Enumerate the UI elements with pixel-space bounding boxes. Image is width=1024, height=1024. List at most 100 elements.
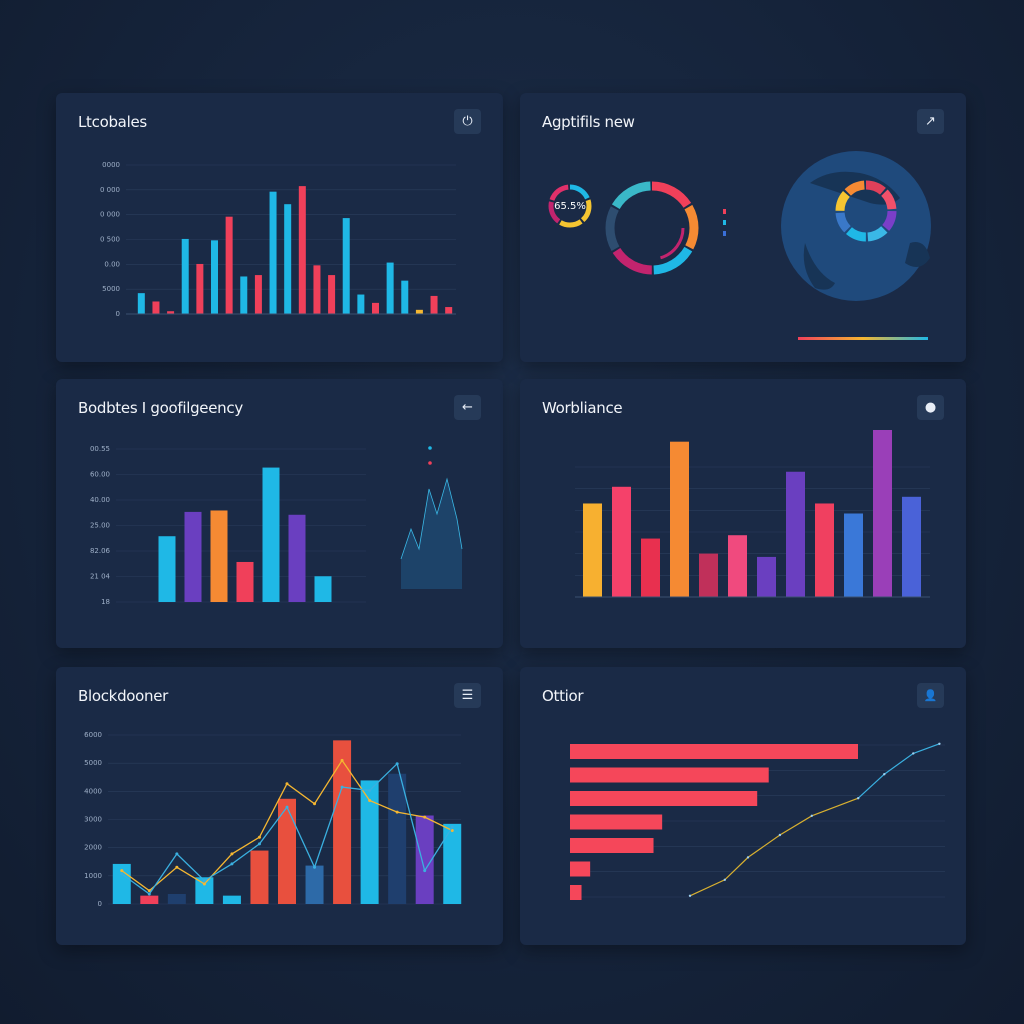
- line-point: [450, 825, 454, 829]
- bar: [873, 430, 892, 597]
- bar: [298, 186, 306, 314]
- panel-other: Ottior 👤: [520, 667, 966, 945]
- bar: [278, 798, 296, 904]
- bar: [415, 309, 423, 314]
- legend-swatch: [723, 209, 726, 214]
- line-point: [688, 894, 692, 897]
- bar: [445, 307, 453, 314]
- hbar: [570, 838, 654, 853]
- hbar: [570, 814, 663, 830]
- bar-chart: 18 21 04 82.06 25.00 40.00 60.00 00.55: [90, 445, 463, 606]
- bar: [388, 773, 407, 904]
- line-point: [395, 762, 399, 766]
- small-donut-segment: [548, 184, 592, 228]
- bar: [137, 293, 145, 314]
- arrow-icon[interactable]: ↗: [917, 109, 944, 134]
- y-tick-label: 5000: [102, 285, 120, 293]
- bar: [699, 553, 718, 597]
- y-tick-label: 0: [116, 310, 120, 318]
- power-icon[interactable]: ⏻: [454, 109, 481, 134]
- bar-chart: [575, 430, 930, 598]
- bar: [250, 850, 269, 904]
- bar: [210, 510, 228, 602]
- bar: [612, 486, 631, 597]
- bar: [815, 503, 834, 597]
- hbar: [570, 767, 769, 783]
- legend-dot: [428, 446, 432, 450]
- donut-chart: 65.5%: [548, 151, 931, 340]
- line-point: [202, 882, 206, 886]
- bar: [314, 576, 332, 602]
- arrow-left-icon[interactable]: ←: [454, 395, 481, 420]
- line-point: [202, 879, 206, 883]
- line-point: [746, 856, 750, 859]
- globe-landmass: [803, 243, 835, 290]
- bar: [196, 263, 204, 314]
- line-point: [368, 788, 372, 792]
- line-point: [257, 835, 261, 839]
- panel-sales: Ltcobales ⏻ 0 5000 0.00 0 500 0 000 0 000 0000: [56, 93, 503, 362]
- panel-title: Agptifils new: [542, 113, 635, 131]
- line-point: [257, 842, 261, 846]
- bar: [158, 536, 176, 602]
- bar: [240, 276, 248, 314]
- bar: [430, 295, 438, 314]
- y-tick-label: 3000: [84, 816, 102, 824]
- bar: [328, 275, 336, 314]
- bar-chart: 0 5000 0.00 0 500 0 000 0 000 0000: [100, 161, 456, 318]
- hbar: [570, 885, 582, 900]
- line-point: [938, 742, 941, 745]
- globe-landmass: [905, 242, 930, 267]
- bar: [641, 538, 660, 597]
- bar: [415, 815, 434, 904]
- bar: [284, 204, 292, 314]
- center-value: 65.5%: [554, 201, 586, 212]
- bar: [152, 301, 160, 314]
- bell-icon[interactable]: ●: [917, 395, 944, 420]
- user-icon[interactable]: 👤: [917, 683, 944, 708]
- bar: [728, 535, 747, 597]
- bar: [844, 513, 863, 597]
- y-tick-label: 00.55: [90, 445, 110, 453]
- hbar-line-chart: [570, 742, 945, 900]
- panel-blockdooner: Blockdooner ☰ 0 1000 2000 3000 4000 5000 6000: [56, 667, 503, 945]
- bar: [902, 496, 921, 597]
- line-point: [912, 752, 915, 755]
- y-tick-label: 18: [101, 598, 110, 606]
- panel-title: Ottior: [542, 687, 584, 705]
- bar: [305, 865, 324, 904]
- line-point: [175, 865, 179, 869]
- line-point: [230, 862, 234, 866]
- menu-icon[interactable]: ☰: [454, 683, 481, 708]
- bar: [757, 556, 776, 597]
- line-point: [147, 889, 151, 893]
- bar: [401, 280, 409, 314]
- line-point: [368, 798, 372, 802]
- panel-compliance: Worbliance ●: [520, 379, 966, 648]
- panel-frequency: Bodbtes I goofilgeency ← 18 21 04 82.06 25.…: [56, 379, 503, 648]
- bar: [670, 441, 689, 597]
- line-series: [689, 797, 859, 897]
- y-tick-label: 0 500: [100, 236, 120, 244]
- bar: [333, 740, 352, 904]
- line-series: [857, 743, 940, 799]
- globe-ring-segment: [835, 180, 897, 242]
- bar: [372, 302, 379, 314]
- y-tick-label: 82.06: [90, 547, 111, 555]
- line-point: [120, 869, 124, 873]
- bar: [167, 893, 186, 904]
- bar: [181, 238, 189, 314]
- small-donut-segment: [548, 184, 592, 228]
- hbar: [570, 861, 591, 877]
- bar: [443, 823, 462, 904]
- donut-inner-arc: [619, 195, 685, 261]
- bar: [342, 218, 350, 314]
- small-donut-segment: [548, 184, 592, 228]
- bar: [225, 216, 233, 314]
- line-point: [313, 802, 317, 806]
- y-tick-label: 5000: [84, 759, 102, 767]
- bar: [288, 514, 306, 602]
- panel-title: Bodbtes I goofilgeency: [78, 399, 243, 417]
- y-tick-label: 40.00: [90, 496, 110, 504]
- donut-segment: [605, 181, 699, 275]
